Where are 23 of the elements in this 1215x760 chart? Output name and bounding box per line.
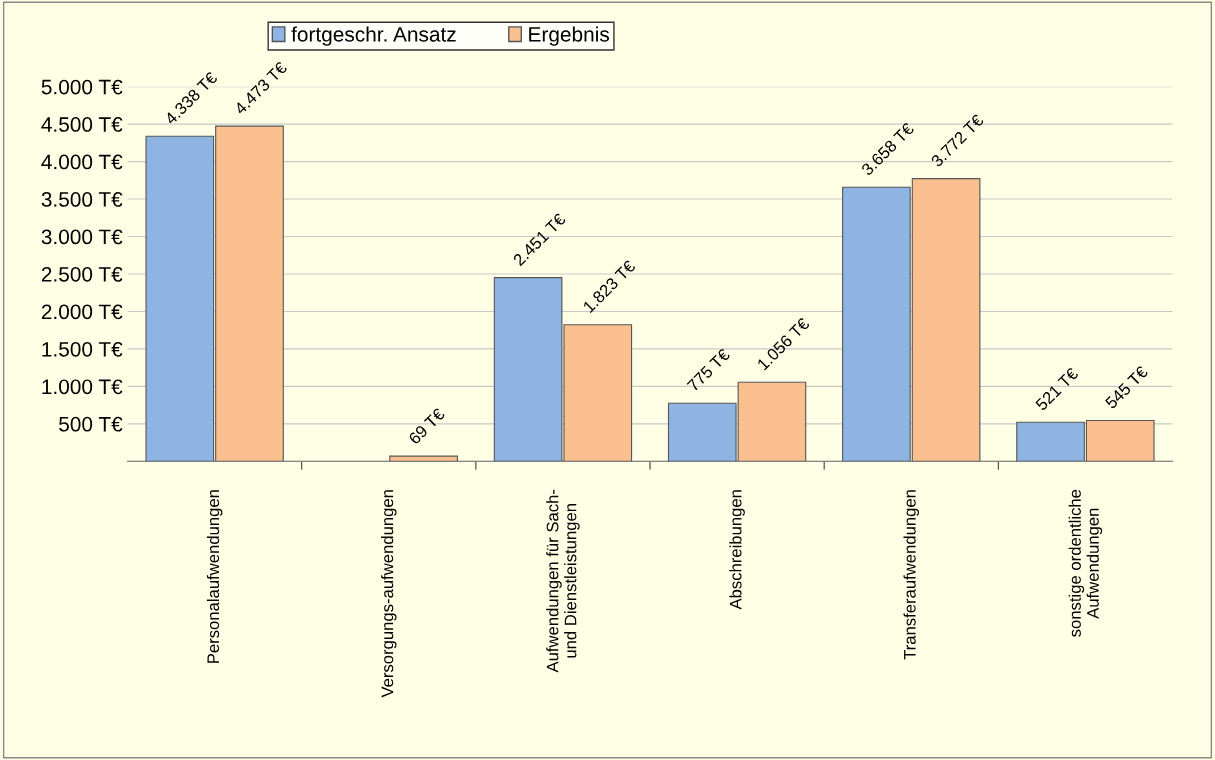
data-label: 775 T€	[686, 347, 731, 392]
y-tick-label: 2.000 T€	[41, 304, 123, 320]
data-label: 69 T€	[408, 407, 446, 445]
bar	[389, 455, 458, 462]
data-label: 521 T€	[1034, 366, 1079, 412]
x-tick-label: Abschreibungen	[729, 490, 745, 610]
y-tick-label: 3.000 T€	[41, 229, 123, 245]
y-tick-label: 3.500 T€	[41, 192, 123, 207]
legend-label: fortgeschr. Ansatz	[291, 26, 456, 46]
y-tick-label: 1.500 T€	[42, 341, 123, 357]
y-tick-label: 5.000 T€	[41, 79, 123, 95]
y-tick-label: 4.500 T€	[41, 117, 123, 132]
x-tick-label: Aufwendungen für Sach- und Dienstleistungen	[546, 489, 580, 673]
x-tick-label: Versorgungs-aufwendungen	[381, 490, 397, 698]
y-tick-label: 2.500 T€	[41, 266, 123, 282]
y-tick-label: 4.000 T€	[41, 154, 123, 170]
y-tick-label: 500 T€	[59, 416, 123, 432]
y-tick-label: 1.000 T€	[42, 379, 123, 395]
data-label: 545 T€	[1104, 365, 1149, 410]
x-tick-label: Transferaufwendungen	[903, 490, 920, 660]
x-tick-label: Personalaufwendungen	[206, 490, 223, 663]
legend-label: Ergebnis	[529, 26, 609, 46]
x-tick-label: sonstige ordentliche Aufwendungen	[1068, 489, 1103, 637]
